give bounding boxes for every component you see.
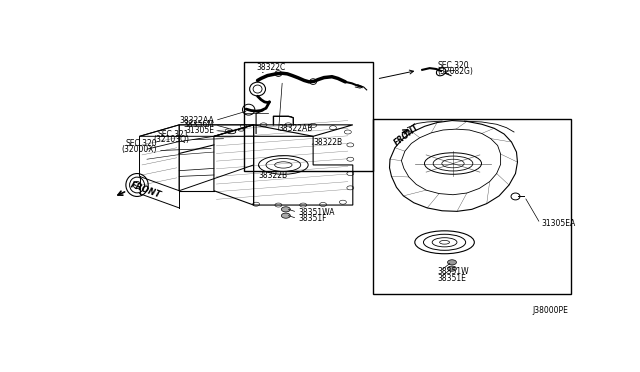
Text: 31305E: 31305E — [185, 126, 214, 135]
Text: 38351F: 38351F — [298, 214, 327, 223]
Circle shape — [282, 207, 291, 212]
Text: 38322B: 38322B — [313, 138, 342, 147]
Text: 38356M: 38356M — [183, 121, 214, 129]
Text: (32082G): (32082G) — [437, 67, 473, 76]
Text: SEC.321: SEC.321 — [157, 129, 189, 139]
Text: 38322C: 38322C — [256, 63, 285, 72]
Text: (32000X): (32000X) — [122, 145, 157, 154]
Text: SEC.320: SEC.320 — [125, 140, 157, 148]
Text: 38322AB: 38322AB — [278, 125, 313, 134]
Circle shape — [447, 266, 456, 271]
Circle shape — [282, 213, 291, 218]
Bar — [372, 119, 571, 294]
Text: 38322B: 38322B — [259, 171, 288, 180]
Circle shape — [447, 260, 456, 265]
Text: J38000PE: J38000PE — [532, 306, 568, 315]
Text: FRONT: FRONT — [129, 180, 163, 200]
Text: 31305EA: 31305EA — [541, 219, 575, 228]
Text: 38351WA: 38351WA — [298, 208, 335, 217]
Text: SEC.320: SEC.320 — [437, 61, 468, 70]
Text: FRONT: FRONT — [392, 122, 421, 147]
Text: 38351E: 38351E — [437, 273, 466, 283]
Text: (32103Q): (32103Q) — [153, 135, 189, 144]
Text: 38351W: 38351W — [437, 267, 468, 276]
Bar — [244, 62, 372, 171]
Text: 38322AA: 38322AA — [179, 116, 214, 125]
